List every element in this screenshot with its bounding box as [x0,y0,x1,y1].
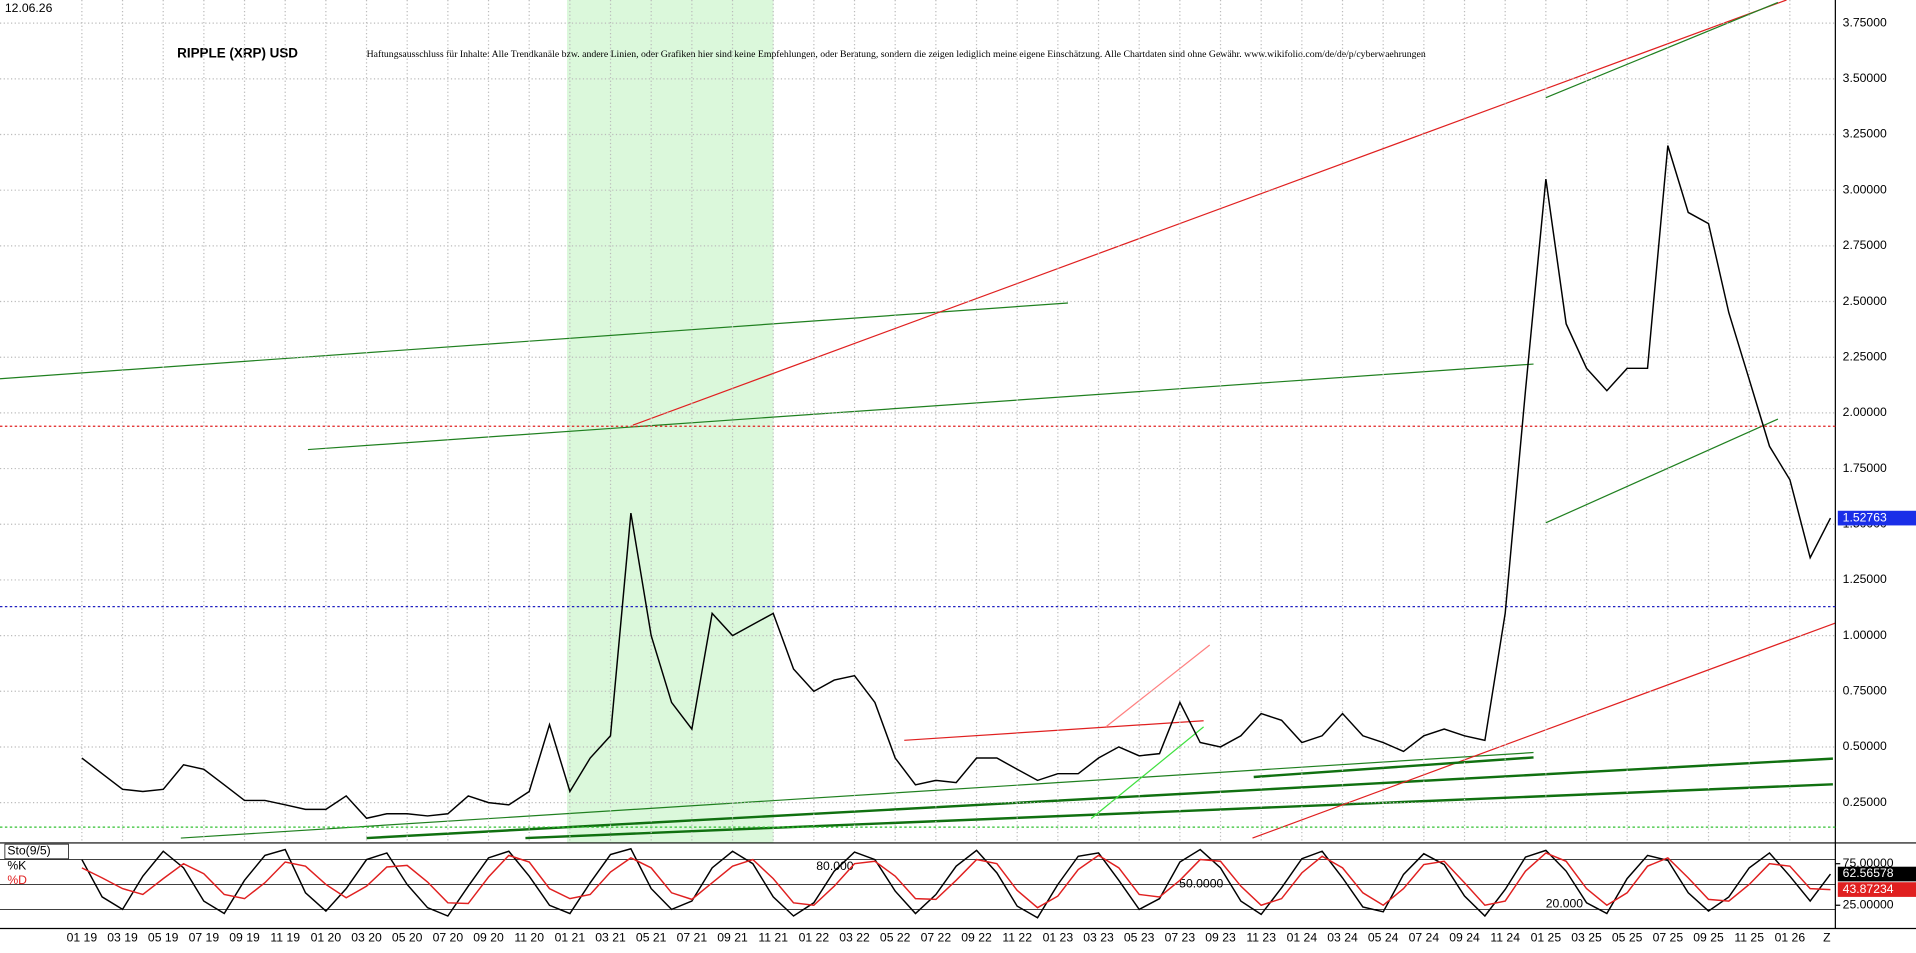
last-value-label: 43.87234 [1843,882,1894,896]
y-tick-label: 1.25000 [1843,572,1887,586]
x-tick-label: 09 24 [1449,930,1480,944]
x-tick-label: 05 19 [148,930,179,944]
x-tick-label: 09 22 [961,930,992,944]
last-value-box [1837,866,1916,882]
series-line [81,852,1831,909]
x-tick-label: 11 19 [270,930,300,944]
x-tick-label: 05 20 [392,930,423,944]
x-tick-label: 09 23 [1205,930,1236,944]
x-tick-label: 03 24 [1327,930,1358,944]
y-tick-label: 1.00000 [1843,628,1887,642]
chart-title: RIPPLE (XRP) USD [177,45,298,60]
last-value-label: 1.52763 [1843,510,1887,524]
y-tick-label: 75.00000 [1843,856,1894,870]
x-tick-label: 01 24 [1287,930,1318,944]
y-tick-label: 3.25000 [1843,127,1887,141]
y-tick-label: 2.50000 [1843,294,1887,308]
y-tick-label: 0.25000 [1843,795,1887,809]
x-tick-label: 01 25 [1531,930,1562,944]
x-tick-label: 11 23 [1246,930,1276,944]
x-tick-label: 01 21 [555,930,586,944]
x-tick-label: 11 22 [1002,930,1032,944]
y-tick-label: 0.75000 [1843,683,1887,697]
y-tick-label: 2.25000 [1843,349,1887,363]
x-tick-label: 07 19 [189,930,220,944]
x-tick-label: 03 20 [351,930,382,944]
y-tick-label: 2.75000 [1843,238,1887,252]
x-tick-label: 01 23 [1043,930,1074,944]
x-tick-label: 05 25 [1612,930,1643,944]
trendlines [0,0,1836,840]
last-value-box [1837,882,1916,897]
level-label: 50.0000 [1179,877,1223,891]
x-tick-label: 01 19 [67,930,98,944]
x-tick-label: 05 21 [636,930,667,944]
x-tick-label: 09 20 [473,930,504,944]
y-tick-label: 3.75000 [1843,15,1887,29]
x-tick-label: 11 20 [514,930,544,944]
x-tick-label: 07 23 [1165,930,1196,944]
x-tick-label: 01 22 [799,930,830,944]
indicator-box [4,843,69,860]
last-value-label: 62.56578 [1843,866,1894,880]
x-tick-label: 03 21 [595,930,626,944]
x-tick-label: 03 25 [1571,930,1602,944]
x-tick-label: 07 24 [1409,930,1440,944]
y-tick-label: 25.00000 [1843,897,1894,911]
x-tick-label: 05 22 [880,930,911,944]
date-stamp: 12.06.26 [5,1,53,15]
x-tick-label: 03 22 [839,930,870,944]
x-axis-end-label: Z [1823,930,1831,944]
x-tick-label: 09 21 [717,930,748,944]
x-tick-label: 07 25 [1653,930,1684,944]
indicator-title: Sto(9/5) [7,844,50,858]
series-line [81,145,1832,820]
last-value-box [1837,510,1916,526]
x-tick-label: 07 22 [921,930,952,944]
x-tick-label: 09 19 [229,930,260,944]
level-label: 20.000 [1546,897,1584,911]
x-tick-label: 11 25 [1734,930,1764,944]
x-tick-label: 11 21 [758,930,788,944]
x-tick-label: 09 25 [1693,930,1724,944]
legend-entry: %D [7,873,27,887]
x-tick-label: 11 24 [1490,930,1520,944]
x-tick-label: 07 21 [677,930,708,944]
y-tick-label: 1.75000 [1843,461,1887,475]
y-tick-label: 2.00000 [1843,405,1887,419]
x-tick-label: 03 19 [107,930,138,944]
level-label: 80.000 [816,859,854,873]
x-tick-label: 05 23 [1124,930,1155,944]
y-tick-label: 3.00000 [1843,182,1887,196]
highlight-zone [566,0,774,843]
x-tick-label: 03 23 [1083,930,1114,944]
series-line [81,847,1832,919]
y-tick-label: 0.50000 [1843,739,1887,753]
legend-entry: %K [7,858,26,872]
x-tick-label: 05 24 [1368,930,1399,944]
x-tick-label: 01 26 [1775,930,1806,944]
y-tick-label: 3.50000 [1843,71,1887,85]
x-tick-label: 07 20 [433,930,464,944]
x-tick-label: 01 20 [311,930,342,944]
disclaimer: Haftungsausschluss für Inhalte: Alle Tre… [367,49,1426,60]
